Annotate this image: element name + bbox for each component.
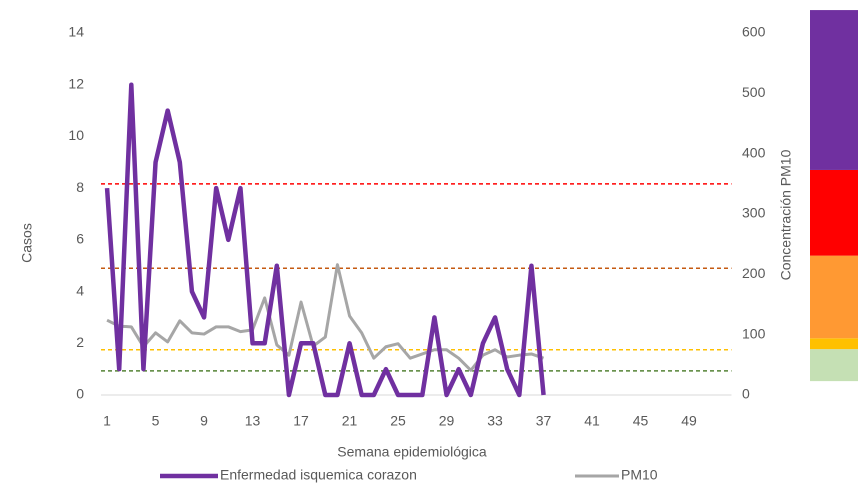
y2-tick-label: 600 [742,24,766,40]
color-band [810,349,858,382]
y-tick-label: 10 [68,127,84,143]
x-tick-label: 29 [439,413,455,429]
x-tick-label: 1 [103,413,111,429]
y-tick-label: 0 [76,386,84,402]
y-tick-label: 6 [76,231,84,247]
y2-tick-label: 100 [742,325,766,341]
x-tick-label: 21 [342,413,358,429]
color-band [810,169,858,256]
x-tick-label: 25 [390,413,406,429]
color-band [810,255,858,339]
x-tick-label: 45 [633,413,649,429]
x-tick-label: 13 [245,413,261,429]
x-axis-title: Semana epidemiológica [337,444,487,460]
color-band [810,338,858,350]
y-axis-title: Casos [19,223,35,263]
y-tick-label: 2 [76,334,84,350]
series-line [104,82,546,398]
color-band [810,10,858,170]
y2-tick-label: 300 [742,205,766,221]
legend-label: Enfermedad isquemica corazon [220,467,417,483]
y2-tick-label: 500 [742,84,766,100]
y2-tick-label: 0 [742,386,750,402]
y2-tick-label: 200 [742,265,766,281]
series-line [106,263,545,372]
y-tick-label: 4 [76,282,84,298]
x-tick-label: 41 [584,413,600,429]
x-tick-label: 9 [200,413,208,429]
y-tick-label: 12 [68,75,84,91]
y2-axis-title: Concentración PM10 [778,149,794,280]
x-tick-label: 49 [681,413,697,429]
x-tick-label: 33 [487,413,503,429]
y2-tick-label: 400 [742,144,766,160]
x-tick-label: 17 [293,413,309,429]
legend-label: PM10 [621,467,658,483]
x-tick-label: 5 [152,413,160,429]
y-tick-label: 14 [68,24,84,40]
y-tick-label: 8 [76,179,84,195]
x-tick-label: 37 [536,413,552,429]
